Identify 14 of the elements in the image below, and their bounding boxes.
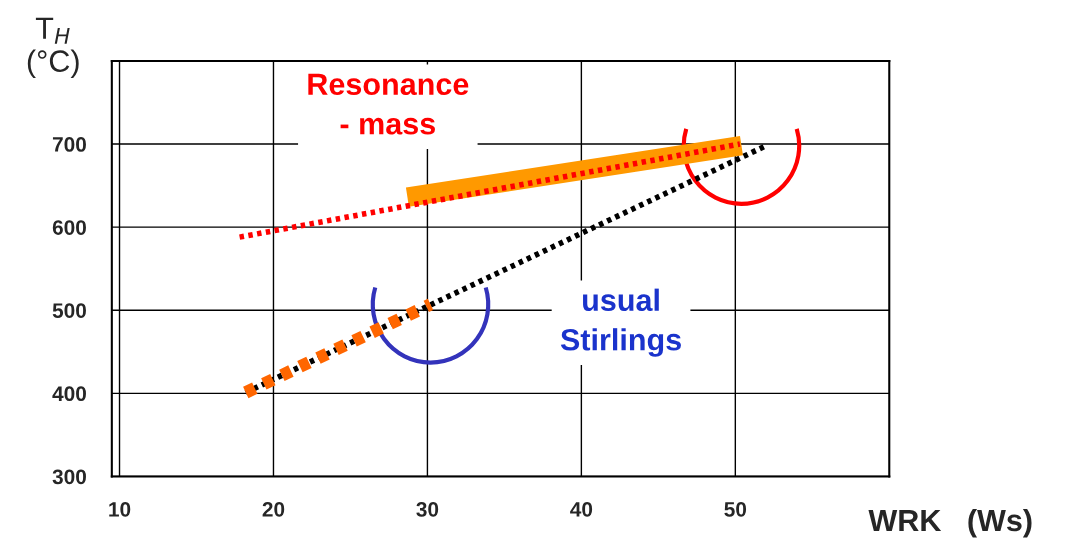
annotation: Resonance - mass <box>308 73 469 135</box>
y-tick-label: 600 <box>52 220 86 235</box>
y-tick-label: 400 <box>52 386 86 402</box>
x-tick-label: 20 <box>262 501 285 517</box>
x-tick-label: 30 <box>416 501 439 517</box>
y-tick-label: 300 <box>52 469 86 485</box>
annotation: usual Stirlings <box>560 288 681 357</box>
y-axis-title: T$_{H}$ (°C) <box>27 17 79 78</box>
x-tick-label: 50 <box>724 501 747 517</box>
x-axis-title: WRK (Ws) <box>868 508 1032 538</box>
x-tick-label: 10 <box>109 501 131 517</box>
y-tick-label: 500 <box>52 303 86 318</box>
y-tick-label: 700 <box>52 137 86 152</box>
x-tick-label: 40 <box>570 501 593 517</box>
